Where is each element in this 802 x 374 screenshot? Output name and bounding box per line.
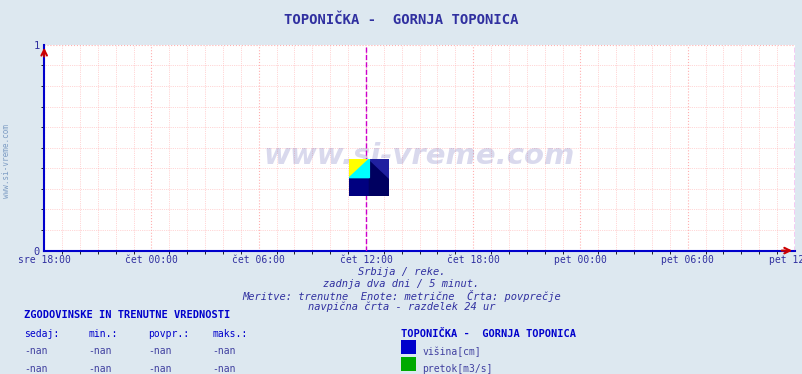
Text: Meritve: trenutne  Enote: metrične  Črta: povprečje: Meritve: trenutne Enote: metrične Črta: … — [242, 290, 560, 302]
Polygon shape — [349, 159, 369, 178]
Text: -nan: -nan — [148, 364, 172, 374]
Polygon shape — [369, 159, 389, 178]
Text: -nan: -nan — [88, 346, 111, 356]
Polygon shape — [349, 178, 369, 196]
Text: TOPONIČKA -  GORNJA TOPONICA: TOPONIČKA - GORNJA TOPONICA — [401, 329, 576, 339]
Text: višina[cm]: višina[cm] — [422, 346, 480, 357]
Text: zadnja dva dni / 5 minut.: zadnja dva dni / 5 minut. — [323, 279, 479, 289]
Text: navpična črta - razdelek 24 ur: navpična črta - razdelek 24 ur — [307, 301, 495, 312]
Text: -nan: -nan — [148, 346, 172, 356]
Text: -nan: -nan — [213, 346, 236, 356]
Text: povpr.:: povpr.: — [148, 329, 189, 339]
Polygon shape — [369, 159, 389, 196]
Text: Srbija / reke.: Srbija / reke. — [358, 267, 444, 278]
Text: TOPONIČKA -  GORNJA TOPONICA: TOPONIČKA - GORNJA TOPONICA — [284, 13, 518, 27]
Text: maks.:: maks.: — [213, 329, 248, 339]
Polygon shape — [349, 159, 369, 178]
Text: min.:: min.: — [88, 329, 118, 339]
Text: pretok[m3/s]: pretok[m3/s] — [422, 364, 492, 374]
Text: -nan: -nan — [88, 364, 111, 374]
Text: -nan: -nan — [24, 346, 47, 356]
Text: www.si-vreme.com: www.si-vreme.com — [2, 124, 11, 198]
Text: -nan: -nan — [213, 364, 236, 374]
Text: -nan: -nan — [24, 364, 47, 374]
Text: www.si-vreme.com: www.si-vreme.com — [264, 142, 574, 170]
Text: sedaj:: sedaj: — [24, 329, 59, 339]
Text: ZGODOVINSKE IN TRENUTNE VREDNOSTI: ZGODOVINSKE IN TRENUTNE VREDNOSTI — [24, 310, 230, 321]
